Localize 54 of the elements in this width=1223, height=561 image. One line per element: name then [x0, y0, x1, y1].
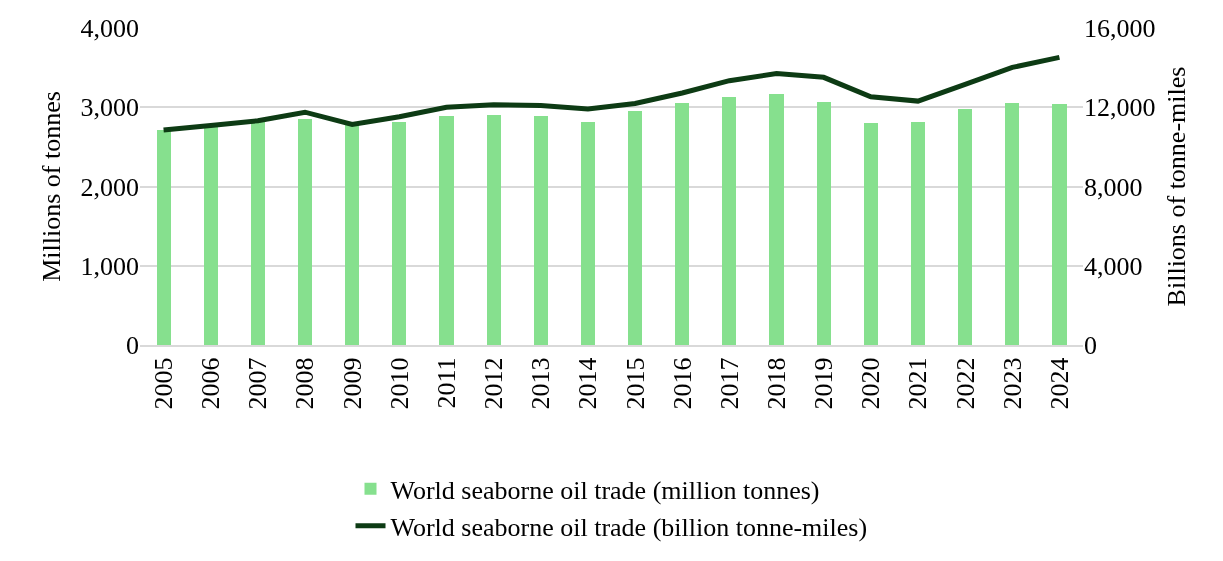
bar — [722, 97, 736, 345]
x-tick-label: 2007 — [243, 357, 273, 410]
bar — [911, 122, 925, 345]
y-tick-label: 4,000 — [80, 14, 139, 44]
bar — [345, 125, 359, 345]
x-tick-label: 2014 — [573, 357, 603, 410]
bar — [675, 103, 689, 345]
y2-tick-label: 16,000 — [1084, 14, 1156, 44]
x-tick-label: 2006 — [196, 357, 226, 410]
bar — [439, 116, 454, 345]
bar — [1005, 103, 1019, 345]
x-tick-label: 2008 — [290, 357, 320, 410]
bar — [298, 119, 312, 345]
bar — [769, 94, 784, 345]
y-tick-label: 3,000 — [80, 93, 139, 123]
bar — [534, 116, 548, 345]
bar — [817, 102, 831, 345]
x-tick-label: 2019 — [809, 357, 839, 410]
x-tick-label: 2023 — [997, 357, 1027, 410]
y2-tick-label: 12,000 — [1084, 93, 1156, 123]
x-tick-label: 2016 — [667, 357, 697, 410]
bar — [251, 122, 265, 345]
bar — [581, 122, 595, 345]
x-tick-label: 2017 — [714, 357, 744, 410]
x-tick-label: 2018 — [761, 357, 791, 410]
x-tick-label: 2021 — [903, 357, 933, 410]
y2-axis-title: Billions of tonne-miles — [1162, 66, 1192, 307]
legend-label: World seaborne oil trade (million tonnes) — [390, 476, 820, 505]
y-tick-label: 0 — [126, 331, 139, 361]
bar — [487, 115, 501, 345]
bar — [864, 123, 878, 345]
bar — [1052, 104, 1067, 345]
x-tick-label: 2013 — [526, 357, 556, 410]
bar — [958, 109, 972, 345]
x-tick-label: 2010 — [384, 357, 414, 410]
x-tick-label: 2024 — [1044, 357, 1074, 410]
y2-tick-label: 0 — [1084, 331, 1097, 361]
y-axis-title: Millions of tonnes — [36, 91, 66, 282]
y-tick-label: 1,000 — [80, 251, 139, 281]
bar — [157, 130, 171, 345]
bar — [204, 127, 218, 345]
x-tick-label: 2015 — [620, 357, 650, 410]
y-tick-label: 2,000 — [80, 172, 139, 202]
x-tick-label: 2005 — [149, 357, 179, 410]
y2-tick-label: 4,000 — [1084, 251, 1143, 281]
x-tick-label: 2020 — [856, 357, 886, 410]
x-tick-label: 2022 — [950, 357, 980, 410]
y2-tick-label: 8,000 — [1084, 172, 1143, 202]
bar — [392, 122, 406, 345]
x-tick-label: 2012 — [479, 357, 509, 410]
bar — [628, 111, 642, 345]
x-tick-label: 2009 — [337, 357, 367, 410]
legend-label: World seaborne oil trade (billion tonne-miles) — [390, 512, 868, 542]
x-tick-label: 2011 — [431, 357, 461, 409]
